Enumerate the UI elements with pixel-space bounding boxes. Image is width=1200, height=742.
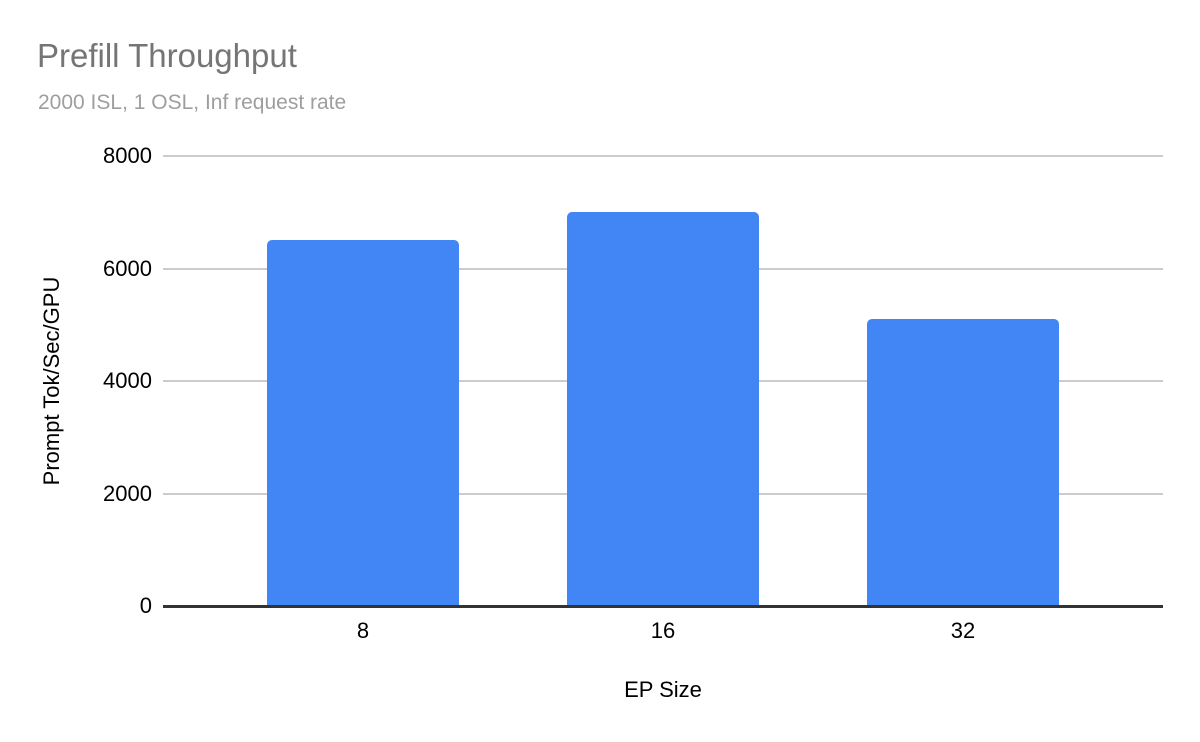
y-axis-tick-label: 6000 <box>103 255 152 281</box>
gridline <box>163 155 1163 157</box>
y-axis-tick-label: 4000 <box>103 368 152 393</box>
y-axis-tick-label: 0 <box>139 593 152 618</box>
chart-title: Prefill Throughput <box>37 37 297 74</box>
x-axis-line <box>163 605 1163 608</box>
x-axis-tick-label: 16 <box>650 618 676 643</box>
y-axis-tick-label: 8000 <box>103 143 152 168</box>
bar-ep-32[interactable] <box>867 319 1059 606</box>
x-axis-title: EP Size <box>624 677 702 702</box>
chart-subtitle: 2000 ISL, 1 OSL, Inf request rate <box>38 91 347 114</box>
bar-ep-8[interactable] <box>267 240 459 606</box>
x-axis-tick-label: 8 <box>356 618 370 643</box>
bar-ep-16[interactable] <box>567 212 759 606</box>
x-axis-tick-label: 32 <box>950 618 976 643</box>
plot-area: 0 2000 4000 6000 8000 8 16 32 <box>103 143 1163 643</box>
y-axis-tick-label: 2000 <box>103 480 152 506</box>
